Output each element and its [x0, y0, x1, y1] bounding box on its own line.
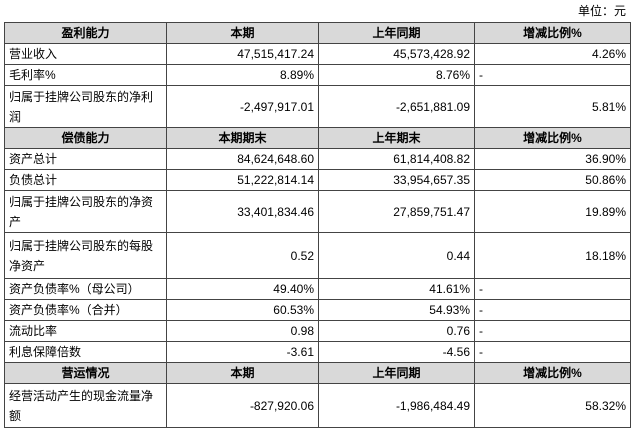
cell: -1,986,484.49 [318, 383, 475, 428]
cell: 19.89% [474, 190, 631, 233]
header-row: 营运情况 本期 上年同期 增减比例% [4, 362, 631, 384]
cell: 54.93% [318, 299, 475, 321]
cell: - [474, 64, 631, 86]
cell: 60.53% [166, 299, 319, 321]
data-row: 归属于挂牌公司股东的净资产 33,401,834.46 27,859,751.47 1… [4, 190, 631, 233]
data-row: 归属于挂牌公司股东的每股净资产 0.52 0.44 18.18% [4, 232, 631, 279]
page: {"unit":"单位：元", "table":{"sections":[ {"… [4, 4, 631, 428]
data-row: 资产负债率%（合并） 60.53% 54.93% - [4, 299, 631, 321]
header-row: 盈利能力 本期 上年同期 增减比例% [4, 22, 631, 44]
cell: 33,954,657.35 [318, 169, 475, 191]
data-row: 营业收入 47,515,417.24 45,573,428.92 4.26% [4, 43, 631, 65]
cell: -2,497,917.01 [166, 85, 319, 128]
cell: -3.61 [166, 341, 319, 363]
data-row: 毛利率% 8.89% 8.76% - [4, 64, 631, 86]
data-row: 经营活动产生的现金流量净额 -827,920.06 -1,986,484.49 58.… [4, 383, 631, 428]
row-label: 营业收入 [4, 43, 167, 65]
header-cell: 上年同期 [318, 22, 475, 44]
cell: -827,920.06 [166, 383, 319, 428]
cell: 8.76% [318, 64, 475, 86]
cell: 36.90% [474, 148, 631, 170]
cell: 0.52 [166, 232, 319, 279]
header-cell: 增减比例% [474, 127, 631, 149]
row-label: 资产负债率%（合并） [4, 299, 167, 321]
data-row: 利息保障倍数 -3.61 -4.56- [4, 341, 631, 363]
header-cell: 本期期末 [166, 127, 319, 149]
cell: 8.89% [166, 64, 319, 86]
row-label: 归属于挂牌公司股东的净利润 [4, 85, 167, 128]
row-label: 利息保障倍数 [4, 341, 167, 363]
header-cell: 上年同期 [318, 362, 475, 384]
row-label: 资产总计 [4, 148, 167, 170]
cell: - [474, 278, 631, 300]
unit-label: 单位：元 [577, 4, 626, 18]
data-row: 流动比率 0.98 0.76- [4, 320, 631, 342]
header-cell: 本期 [166, 362, 319, 384]
header-row: 偿债能力 本期期末 上年期末 增减比例% [4, 127, 631, 149]
cell: 84,624,648.60 [166, 148, 319, 170]
cell: - [474, 299, 631, 321]
header-cell: 上年期末 [318, 127, 475, 149]
cell: 49.40% [166, 278, 319, 300]
cell: 0.44 [318, 232, 475, 279]
cell: 18.18% [474, 232, 631, 279]
row-label: 归属于挂牌公司股东的每股净资产 [4, 232, 167, 279]
row-label: 流动比率 [4, 320, 167, 342]
row-label: 经营活动产生的现金流量净额 [4, 383, 167, 428]
cell: 58.32% [474, 383, 631, 428]
header-cell: 营运情况 [4, 362, 167, 384]
financial-table: 盈利能力 本期 上年同期 增减比例% 营业收入 47,515,417.24 45,573,4… [4, 22, 631, 428]
header-cell: 增减比例% [474, 362, 631, 384]
cell: 47,515,417.24 [166, 43, 319, 65]
row-label: 负债总计 [4, 169, 167, 191]
header-cell: 偿债能力 [4, 127, 167, 149]
cell: 61,814,408.82 [318, 148, 475, 170]
cell: -2,651,881.09 [318, 85, 475, 128]
data-row: 资产总计 84,624,648.60 61,814,408.82 36.90% [4, 148, 631, 170]
header-cell: 增减比例% [474, 22, 631, 44]
cell: 0.98 [166, 320, 319, 342]
cell: - [474, 320, 631, 342]
cell: 0.76 [318, 320, 475, 342]
cell: 50.86% [474, 169, 631, 191]
data-row: 负债总计 51,222,814.14 33,954,657.35 50.86% [4, 169, 631, 191]
cell: 27,859,751.47 [318, 190, 475, 233]
cell: -4.56 [318, 341, 475, 363]
cell: - [474, 341, 631, 363]
data-row: 资产负债率%（母公司） 49.40% 41.61% - [4, 278, 631, 300]
cell: 33,401,834.46 [166, 190, 319, 233]
header-cell: 盈利能力 [4, 22, 167, 44]
data-row: 归属于挂牌公司股东的净利润 -2,497,917.01 -2,651,881.09 5… [4, 85, 631, 128]
cell: 41.61% [318, 278, 475, 300]
row-label: 毛利率% [4, 64, 167, 86]
row-label: 归属于挂牌公司股东的净资产 [4, 190, 167, 233]
header-cell: 本期 [166, 22, 319, 44]
row-label: 资产负债率%（母公司） [4, 278, 167, 300]
cell: 5.81% [474, 85, 631, 128]
cell: 4.26% [474, 43, 631, 65]
cell: 45,573,428.92 [318, 43, 475, 65]
cell: 51,222,814.14 [166, 169, 319, 191]
